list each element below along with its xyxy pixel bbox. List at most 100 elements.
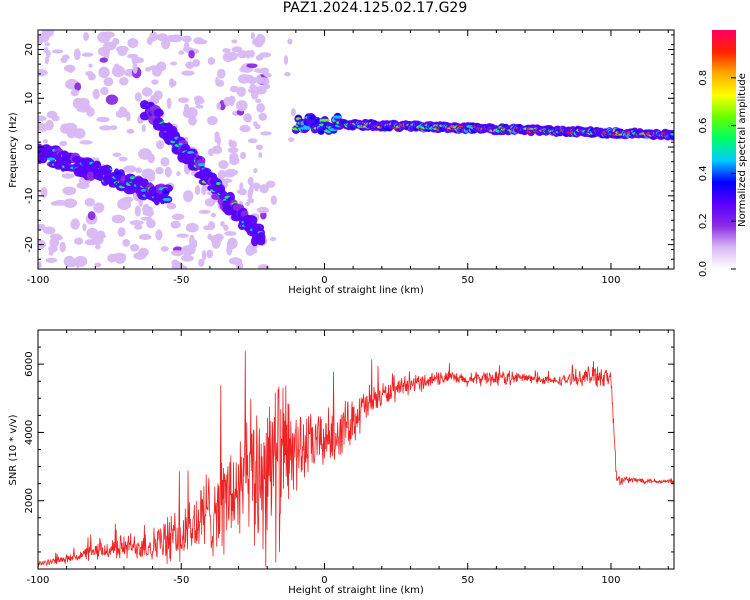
spectral-blob	[239, 124, 251, 133]
spectral-blob	[141, 124, 146, 133]
colorbar-tick-label: 0.8	[698, 70, 709, 86]
spectral-blob	[250, 32, 255, 40]
spectral-blob	[188, 115, 197, 126]
spectral-blob	[253, 168, 258, 174]
spectral-blob	[105, 94, 119, 105]
y-tick-label: 20	[24, 43, 35, 56]
colorbar-axis: 0.0 0.2 0.4 0.6 0.8	[698, 70, 736, 277]
spectral-blob	[236, 189, 242, 194]
spectral-blob	[229, 85, 239, 93]
spectral-blob	[226, 243, 233, 256]
y-tick-label: 2000	[24, 488, 35, 513]
spectral-blob	[237, 74, 250, 84]
spectral-blob	[160, 157, 170, 167]
spectral-blob	[111, 65, 125, 78]
spectral-blob	[102, 31, 115, 38]
spectral-blob	[319, 118, 330, 122]
spectral-blob	[62, 186, 77, 196]
spectral-blob	[126, 111, 131, 122]
spectral-blob	[99, 125, 113, 131]
spectral-blob	[251, 248, 258, 254]
spectral-blob	[215, 79, 225, 87]
spectral-blob	[229, 152, 239, 162]
spectral-blob	[38, 261, 42, 268]
spectral-blob	[207, 57, 216, 65]
x-tick-label: 0	[321, 275, 327, 286]
spectral-blob	[46, 157, 56, 161]
spectral-blob	[247, 138, 258, 144]
spectral-blob	[255, 85, 266, 95]
spectral-blob	[237, 50, 249, 59]
spectral-blob	[207, 233, 213, 240]
spectral-blob	[45, 119, 54, 131]
spectral-blob	[185, 222, 199, 233]
spectral-blob	[198, 163, 205, 167]
x-tick-label: 100	[601, 575, 620, 586]
snr-x-label: Height of straight line (km)	[288, 585, 424, 596]
spectral-blob	[260, 131, 272, 136]
spectral-blob	[134, 205, 141, 217]
spectral-blob	[182, 190, 194, 203]
spectral-blob	[253, 38, 264, 48]
spectral-blob	[194, 185, 201, 196]
spectral-blob	[138, 233, 152, 241]
spectral-blob	[216, 102, 222, 110]
spectral-blob	[287, 38, 293, 45]
spectral-blob	[160, 246, 169, 252]
spectral-blob	[239, 66, 248, 73]
spectral-blob	[141, 178, 149, 189]
spectral-blob	[210, 212, 217, 218]
spectral-blob	[185, 61, 194, 70]
spectral-blob	[260, 67, 270, 75]
x-tick-label: 0	[321, 575, 327, 586]
spectral-blob	[73, 128, 86, 139]
spectral-blob	[112, 152, 122, 157]
spectral-blob	[178, 142, 183, 146]
spectral-blob	[146, 218, 156, 229]
spectral-blob	[38, 69, 48, 77]
spectral-blob	[59, 140, 68, 147]
spectral-blob	[256, 74, 262, 85]
spectral-blob	[222, 48, 231, 54]
spectral-blob	[122, 239, 131, 247]
spectral-blob	[79, 140, 93, 145]
spectral-blob	[255, 54, 264, 61]
spectral-blob	[112, 37, 120, 46]
spectral-blob	[258, 112, 268, 121]
spectral-blob	[252, 121, 258, 127]
spectral-blob	[217, 184, 226, 195]
spectral-blob	[163, 190, 169, 194]
spectrogram-image	[38, 30, 674, 269]
spectral-blob	[61, 173, 75, 179]
x-tick-label: -50	[173, 575, 189, 586]
spectral-blob	[153, 108, 164, 118]
x-tick-label: -100	[27, 275, 50, 286]
colorbar-label: Normalized spectral amplitude	[737, 73, 748, 227]
spectral-blob	[51, 49, 64, 54]
spectrogram-y-axis: -20 -10 0 10 20	[24, 34, 674, 270]
spectral-blob	[147, 173, 156, 182]
spectral-blob	[177, 265, 188, 269]
spectral-blob	[169, 80, 177, 87]
spectral-blob	[156, 140, 165, 150]
spectral-blob	[178, 50, 185, 55]
spectral-blob	[220, 220, 225, 227]
spectral-blob	[257, 264, 270, 269]
spectral-blob	[130, 244, 140, 252]
spectral-blob	[188, 50, 195, 59]
x-tick-label: 50	[461, 275, 474, 286]
spectral-blob	[248, 88, 256, 94]
spectral-blob	[132, 62, 138, 74]
spectral-blob	[94, 262, 102, 268]
spectral-blob	[114, 252, 126, 264]
spectral-blob	[182, 108, 194, 118]
spectral-blob	[229, 140, 237, 148]
spectral-blob	[193, 95, 204, 103]
spectral-blob	[60, 57, 68, 64]
spectral-blob	[96, 116, 110, 123]
spectral-blob	[192, 58, 201, 67]
spectral-blob	[181, 70, 195, 76]
spectral-blob	[182, 35, 192, 43]
spectral-blob	[93, 202, 105, 214]
